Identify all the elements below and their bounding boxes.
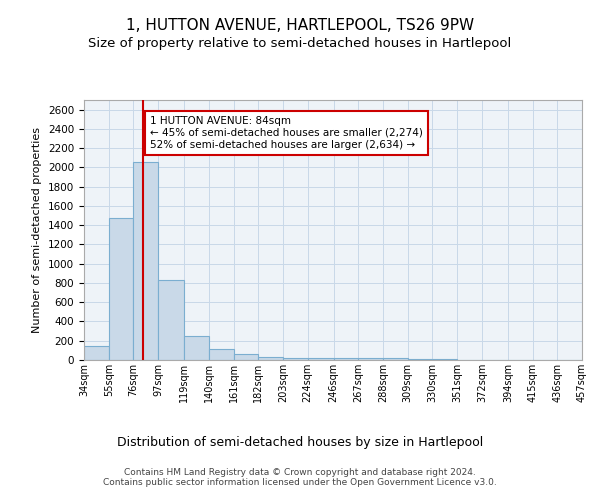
Bar (334, 358, 358, 360)
Y-axis label: Number of semi-detached properties: Number of semi-detached properties (32, 127, 43, 333)
Text: 1, HUTTON AVENUE, HARTLEPOOL, TS26 9PW: 1, HUTTON AVENUE, HARTLEPOOL, TS26 9PW (126, 18, 474, 32)
Bar (408, 359, 433, 360)
Bar (233, 354, 258, 360)
Bar (209, 350, 233, 360)
Bar (184, 336, 209, 360)
Bar (358, 358, 383, 360)
Text: Distribution of semi-detached houses by size in Hartlepool: Distribution of semi-detached houses by … (117, 436, 483, 449)
Bar (258, 356, 283, 360)
Bar (383, 358, 408, 360)
Bar (158, 280, 184, 360)
Bar (84, 346, 109, 360)
Text: Size of property relative to semi-detached houses in Hartlepool: Size of property relative to semi-detach… (88, 38, 512, 51)
Text: Contains HM Land Registry data © Crown copyright and database right 2024.
Contai: Contains HM Land Registry data © Crown c… (103, 468, 497, 487)
Bar (283, 358, 308, 360)
Bar (109, 218, 133, 360)
Bar (133, 162, 158, 360)
Text: 1 HUTTON AVENUE: 84sqm
← 45% of semi-detached houses are smaller (2,274)
52% of : 1 HUTTON AVENUE: 84sqm ← 45% of semi-det… (150, 116, 423, 150)
Bar (308, 358, 334, 360)
Bar (433, 359, 457, 360)
